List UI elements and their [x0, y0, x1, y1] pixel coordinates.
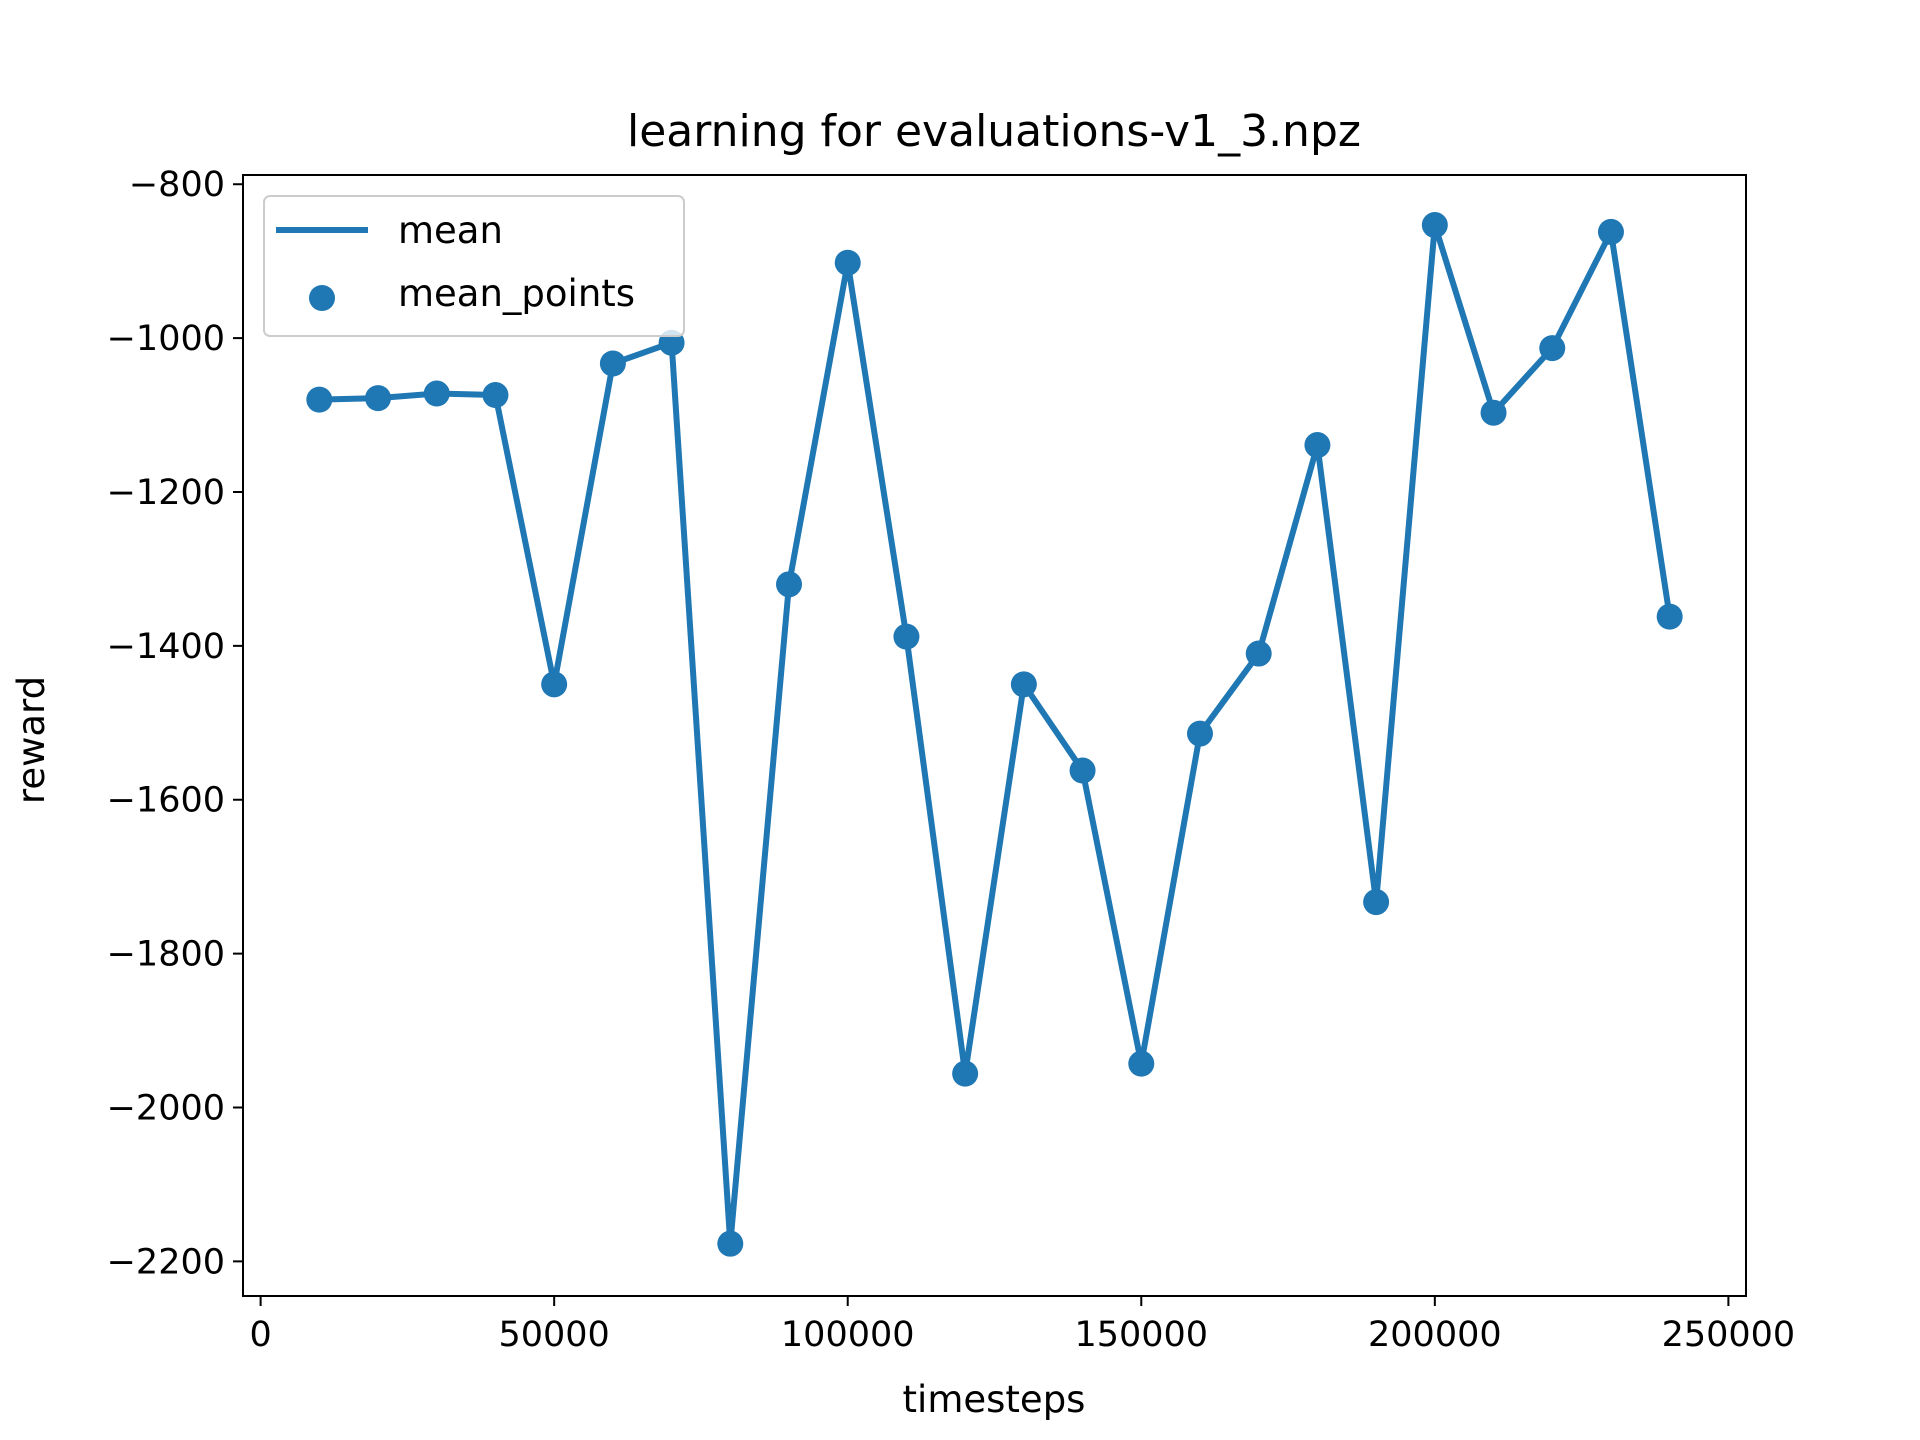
data-point: [1304, 432, 1331, 459]
data-point: [482, 382, 509, 409]
legend-label-mean-points: mean_points: [398, 272, 635, 315]
chart-title: learning for evaluations-v1_3.npz: [627, 106, 1361, 157]
x-tick-label: 0: [249, 1315, 271, 1355]
data-point: [717, 1230, 744, 1257]
y-axis: −2200 −2000 −1800 −1600 −1400 −1200 −1000 −800: [107, 165, 243, 1282]
legend: mean mean_points: [263, 195, 685, 337]
y-tick-label: −1000: [107, 319, 225, 359]
y-tick-label: −2000: [107, 1088, 225, 1128]
x-tick-label: 100000: [781, 1315, 915, 1355]
data-point: [1597, 218, 1624, 245]
y-tick-label: −2200: [107, 1242, 225, 1282]
data-point: [1010, 671, 1037, 698]
data-point: [952, 1060, 979, 1087]
data-point: [1421, 212, 1448, 239]
x-tick-label: 50000: [498, 1315, 609, 1355]
data-point: [1069, 757, 1096, 784]
data-point: [541, 671, 568, 698]
legend-point-swatch: [309, 285, 335, 311]
x-tick-label: 250000: [1662, 1315, 1796, 1355]
x-tick-label: 150000: [1074, 1315, 1208, 1355]
data-point: [1186, 720, 1213, 747]
y-tick-label: −800: [129, 165, 225, 205]
y-tick-label: −1800: [107, 935, 225, 975]
legend-box: [263, 195, 685, 337]
y-tick-label: −1400: [107, 627, 225, 667]
y-tick-label: −1600: [107, 781, 225, 821]
data-point: [1539, 335, 1566, 362]
series-line-mean: [319, 222, 1673, 1247]
data-point: [834, 249, 861, 276]
y-axis-title: reward: [10, 676, 53, 804]
x-axis: 0 50000 100000 150000 200000 250000: [249, 1296, 1795, 1355]
data-point: [1480, 399, 1507, 426]
data-point: [776, 571, 803, 598]
data-point: [1245, 640, 1272, 667]
plot-frame: [242, 174, 1747, 1297]
data-point: [423, 380, 450, 407]
x-axis-title: timesteps: [903, 1378, 1086, 1421]
data-point: [306, 386, 333, 413]
y-tick-label: −1200: [107, 473, 225, 513]
data-point: [893, 623, 920, 650]
x-tick-label: 200000: [1368, 1315, 1502, 1355]
legend-label-mean: mean: [398, 209, 503, 252]
data-point: [1128, 1050, 1155, 1077]
series-layer: [306, 212, 1683, 1257]
data-point: [365, 385, 392, 412]
data-point: [1363, 889, 1390, 916]
data-point: [599, 350, 626, 377]
data-point: [1656, 603, 1683, 630]
